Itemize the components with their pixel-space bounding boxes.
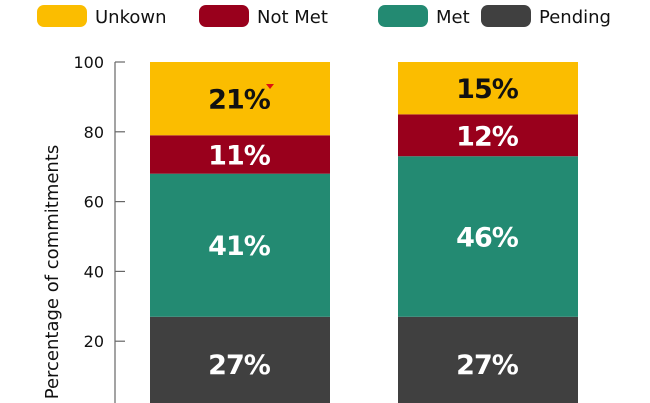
bar-segment-met [150, 173, 330, 317]
red-marker-icon [266, 84, 274, 89]
data-label: 12% [456, 121, 519, 152]
y-tick-label: 20 [84, 332, 104, 351]
legend: Unkown Not Met Met Pending [37, 5, 611, 28]
y-tick-label: 40 [84, 262, 104, 281]
legend-label: Not Met [257, 7, 328, 28]
data-label: 11% [208, 140, 271, 171]
data-label: 27% [456, 350, 519, 381]
y-tick-label: 100 [73, 53, 104, 72]
bars: 27% 41% 11% 21% 27% 46% 12% 15% [150, 62, 578, 403]
legend-swatch [481, 5, 531, 27]
bar-segment-not-met [150, 135, 330, 174]
y-tick-label: 80 [84, 123, 104, 142]
data-label: 46% [456, 223, 519, 254]
y-axis-ticks: 20 40 60 80 100 [73, 53, 125, 351]
data-label: 21% [208, 85, 271, 116]
data-label: 41% [208, 231, 271, 262]
data-label: 27% [208, 350, 271, 381]
legend-label: Unkown [95, 7, 167, 28]
y-tick-label: 60 [84, 193, 104, 212]
y-axis-label: Percentage of commitments [42, 145, 63, 400]
legend-swatch [199, 5, 249, 27]
legend-swatch [37, 5, 87, 27]
bar-segment-unkown [398, 62, 578, 115]
bar-segment-pending [398, 316, 578, 403]
legend-swatch [378, 5, 428, 27]
legend-label: Pending [539, 7, 611, 28]
bar-segment-pending [150, 316, 330, 403]
bar-segment-unkown [150, 62, 330, 136]
legend-label: Met [436, 7, 470, 28]
bar-segment-not-met [398, 114, 578, 157]
data-label: 15% [456, 74, 519, 105]
bar-segment-met [398, 156, 578, 317]
